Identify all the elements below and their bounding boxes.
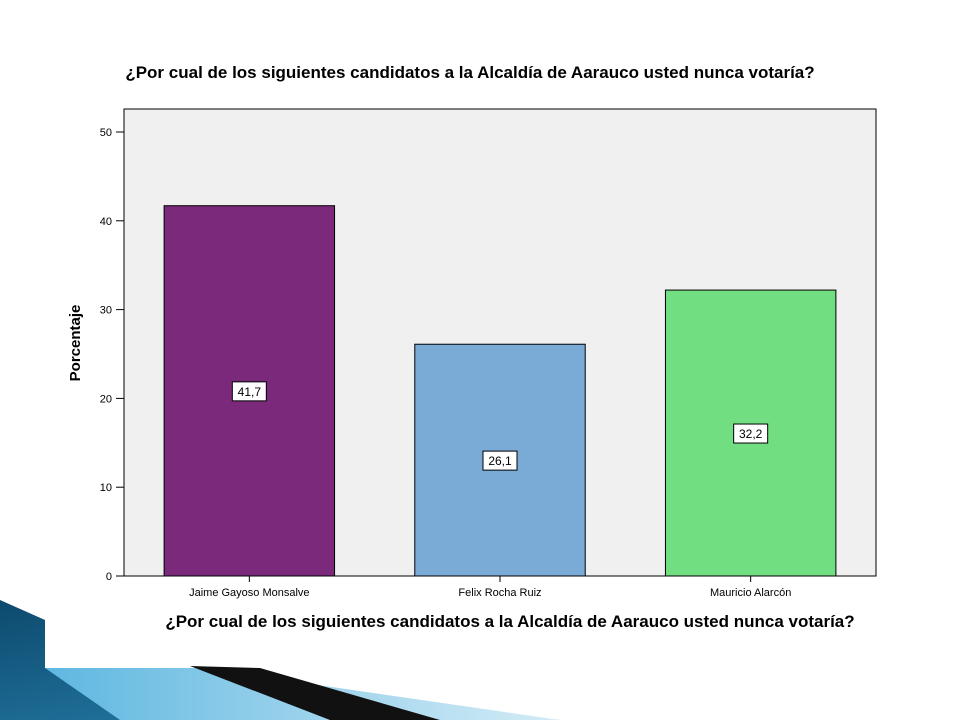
data-label: 32,2 [739, 427, 763, 441]
x-tick-label: Felix Rocha Ruiz [458, 587, 541, 599]
data-label: 41,7 [238, 385, 262, 399]
y-tick-label: 40 [100, 216, 112, 228]
data-label-box [482, 450, 518, 471]
x-axis-label: ¿Por cual de los siguientes candidatos a… [165, 612, 855, 631]
data-label: 26,1 [488, 454, 512, 468]
x-tick-label: Jaime Gayoso Monsalve [189, 587, 309, 599]
y-tick-label: 0 [106, 571, 112, 583]
y-tick-label: 30 [100, 305, 112, 317]
x-axis-ticks: Jaime Gayoso Monsalve Felix Rocha Ruiz Mau… [189, 576, 791, 599]
y-tick-label: 20 [100, 393, 112, 405]
data-label-box [733, 423, 769, 444]
x-tick-label: Mauricio Alarcón [710, 587, 791, 599]
data-label-box [231, 381, 267, 402]
y-tick-label: 50 [100, 127, 112, 139]
y-axis: 0 10 20 30 40 50 [100, 127, 124, 583]
y-tick-label: 10 [100, 482, 112, 494]
y-axis-label: Porcentaje [67, 305, 84, 382]
decoration-black-stripe [190, 666, 440, 720]
bars: 41,7 26,1 32,2 [163, 205, 837, 577]
chart-title: ¿Por cual de los siguientes candidatos a… [125, 63, 815, 82]
